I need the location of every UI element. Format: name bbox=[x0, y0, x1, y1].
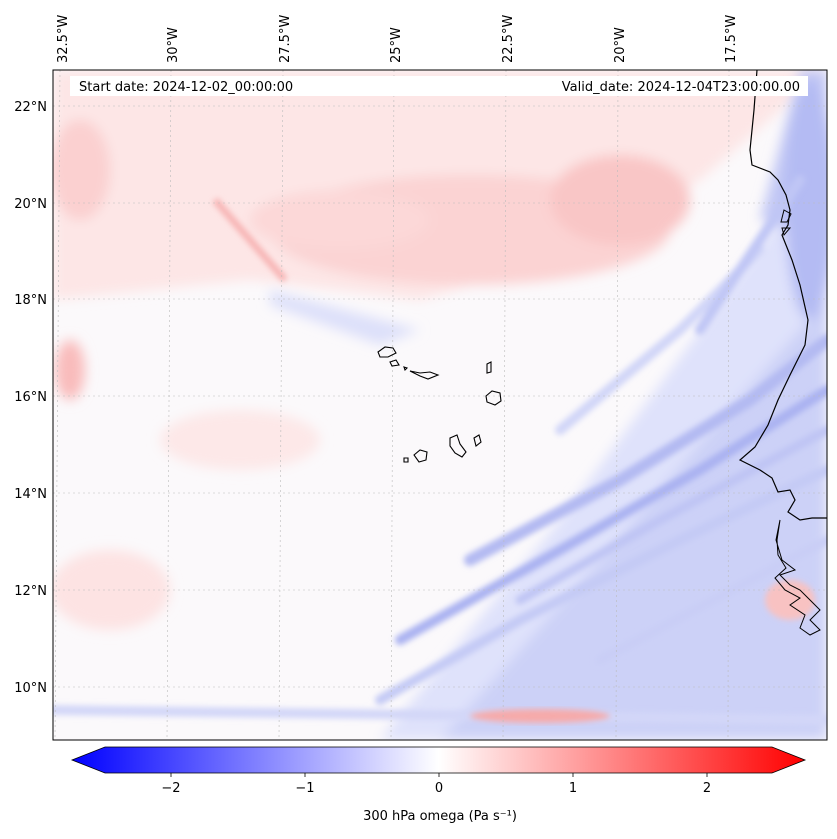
island-santa-luzia bbox=[403, 366, 409, 372]
island-fogo bbox=[413, 449, 428, 463]
map-frame bbox=[52, 69, 828, 741]
colorbar-tick-label: 1 bbox=[569, 781, 577, 796]
lon-label: 32.5°W bbox=[56, 15, 71, 63]
lat-tick-labels: 22°N 20°N 18°N 16°N 14°N 12°N 10°N bbox=[14, 100, 47, 696]
island-sal bbox=[486, 361, 492, 374]
valid-date-label: Valid_date: 2024-12-04T23:00:00.00 bbox=[562, 80, 800, 95]
guinea-bissau-coast bbox=[774, 519, 821, 636]
lon-tick-labels: 32.5°W 30°W 27.5°W 25°W 22.5°W 20°W 17.5… bbox=[56, 15, 739, 63]
island-sao-vicente bbox=[389, 359, 400, 367]
lat-label: 22°N bbox=[14, 100, 47, 115]
colorbar-title: 300 hPa omega (Pa s⁻¹) bbox=[363, 809, 517, 824]
lat-label: 18°N bbox=[14, 293, 47, 308]
lon-label: 20°W bbox=[613, 27, 628, 63]
lon-label: 17.5°W bbox=[724, 15, 739, 63]
island-boa-vista bbox=[485, 390, 502, 406]
colorbar-tick-label: −1 bbox=[295, 781, 314, 796]
lon-label: 30°W bbox=[166, 27, 181, 63]
lon-label: 25°W bbox=[389, 27, 404, 63]
lat-label: 14°N bbox=[14, 487, 47, 502]
lat-label: 12°N bbox=[14, 584, 47, 599]
header-box bbox=[70, 76, 808, 96]
colorbar-body bbox=[70, 746, 807, 774]
colorbar-tick-label: −2 bbox=[161, 781, 180, 796]
island-brava bbox=[403, 457, 409, 463]
lat-label: 16°N bbox=[14, 390, 47, 405]
lon-label: 22.5°W bbox=[501, 15, 516, 63]
start-date-label: Start date: 2024-12-02_00:00:00 bbox=[79, 80, 293, 95]
graticule bbox=[53, 70, 827, 740]
island-maio bbox=[473, 434, 482, 447]
island-santiago bbox=[449, 434, 467, 458]
colorbar-tick-label: 0 bbox=[435, 781, 443, 796]
cape-verde-islands bbox=[377, 346, 502, 463]
lon-label: 27.5°W bbox=[278, 15, 293, 63]
colorbar-tick-label: 2 bbox=[703, 781, 711, 796]
lat-label: 10°N bbox=[14, 681, 47, 696]
colorbar: −2 −1 0 1 2 300 hPa omega (Pa s⁻¹) bbox=[70, 746, 807, 824]
africa-coastline bbox=[738, 70, 827, 521]
colorbar-ticks bbox=[170, 773, 708, 777]
island-sao-nicolau bbox=[409, 370, 440, 380]
lat-label: 20°N bbox=[14, 197, 47, 212]
island-santo-antao bbox=[377, 346, 397, 358]
omega-field bbox=[53, 70, 827, 740]
